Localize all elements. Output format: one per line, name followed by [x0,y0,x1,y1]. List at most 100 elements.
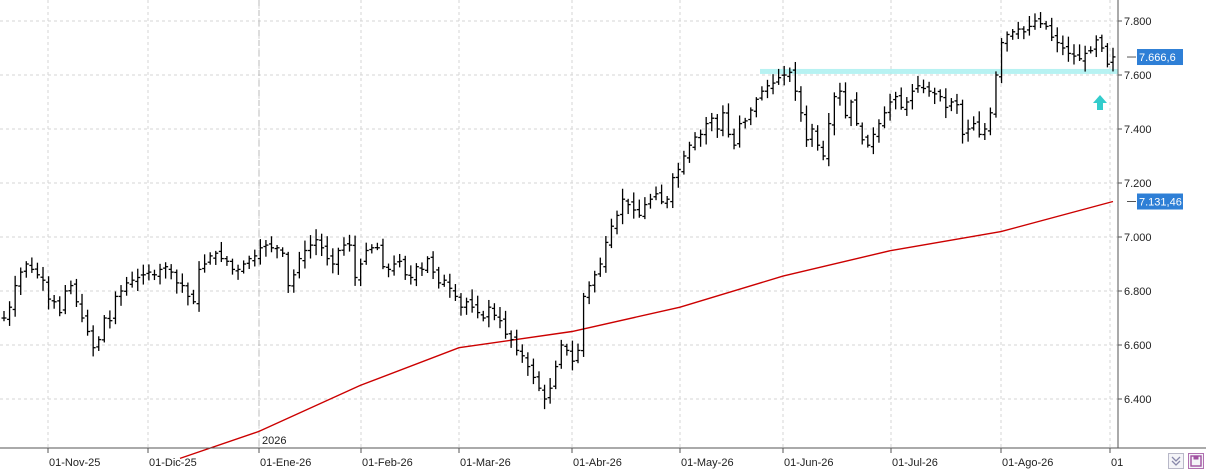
ohlc-bar [274,244,280,259]
x-tick-label: 01-Ago-26 [1002,457,1053,469]
ohlc-bar [107,310,113,329]
ohlc-bar [313,229,319,256]
ohlc-bar [954,93,960,114]
ohlc-bar [85,309,91,336]
x-tick-label: 01-Mar-26 [460,457,511,469]
ohlc-bar [631,192,637,219]
ohlc-bar [23,261,29,278]
ohlc-bar [1077,44,1083,62]
ohlc-bar [731,128,737,150]
ohlc-bar [486,299,492,328]
ohlc-bar [525,352,531,376]
ohlc-bar [1082,45,1088,72]
ohlc-bar [698,129,704,147]
ohlc-bar [904,97,910,116]
ohlc-bar [1088,46,1094,54]
ohlc-bar [542,384,548,410]
ohlc-bar [614,210,620,235]
ohlc-bar [224,256,230,266]
ohlc-bar [168,264,174,280]
ohlc-bar [285,251,291,293]
ohlc-bar [101,315,107,343]
y-tick-label: 7.800 [1124,16,1152,28]
ohlc-bar [241,260,247,274]
ohlc-bar [308,235,314,259]
resistance-zone [760,68,1118,74]
ohlc-bar [40,266,46,291]
ohlc-bar [965,119,971,142]
ohlc-bar [982,123,988,140]
y-tick-label: 7.600 [1124,70,1152,82]
y-tick-label: 6.800 [1124,286,1152,298]
ohlc-bar [413,263,419,287]
ohlc-bar [703,116,709,145]
ohlc-bar [647,193,653,209]
ohlc-bar [781,65,787,86]
ohlc-bar [976,111,982,138]
ohlc-bar [229,258,235,275]
year-label: 2026 [262,435,286,447]
ohlc-bar [458,293,464,316]
ohlc-bar [536,371,542,392]
save-icon[interactable] [1188,453,1204,469]
ohlc-bar [725,103,731,138]
ohlc-bar [163,262,169,279]
ohlc-bar [157,263,163,285]
ohlc-bar [330,248,336,274]
ohlc-bar [787,67,793,82]
ohlc-bar [1,310,7,322]
ohlc-bar [709,112,715,132]
ohlc-bar [960,99,966,144]
ohlc-bar [90,325,96,357]
ohlc-bar [943,88,949,119]
ohlc-bar [190,289,196,305]
ohlc-bar [324,236,330,266]
ohlc-bar [73,278,79,307]
ohlc-bar [129,271,135,288]
ohlc-bar [681,150,687,175]
ohlc-bar [112,291,118,325]
y-tick-label: 6.400 [1124,394,1152,406]
ohlc-bar [893,91,899,110]
ohlc-bar [380,238,386,270]
ohlc-bar [397,253,403,268]
ohlc-bar [999,38,1005,84]
ohlc-bar [837,82,843,106]
up-arrow-icon [1093,95,1107,110]
ohlc-bar [1099,34,1105,52]
ohlc-bar [553,360,559,390]
y-tick-label: 6.600 [1124,340,1152,352]
ohlc-bar [748,107,754,126]
ohlc-bar [653,186,659,201]
value-badges: 7.666,6 7.131,46 [1127,49,1183,210]
ohlc-bar [179,273,185,293]
ohlc-bar [425,256,431,273]
ohlc-bar [803,105,809,147]
ohlc-bar [508,330,514,348]
ohlc-bar [369,244,375,254]
ohlc-bar [441,274,447,287]
ohlc-bar [792,61,798,101]
ohlc-bar [263,240,269,257]
ohlc-bar [820,140,826,161]
ohlc-bar [530,358,536,385]
ohlc-bar [915,75,921,93]
ohlc-bar [302,240,308,269]
ohlc-bar [358,258,364,287]
ohlc-bar [737,115,743,148]
chevron-glyph [1171,456,1181,466]
ohlc-bar [34,262,40,279]
ohlc-bar [1060,35,1066,56]
ma-value-badge [1137,193,1183,210]
ohlc-bar [971,116,977,131]
ohlc-bar [921,79,927,94]
ohlc-bar [464,297,470,315]
ohlc-bar [909,84,915,110]
ohlc-bar [280,247,286,257]
ohlc-bar [876,119,882,143]
ohlc-bar [831,92,837,136]
ohlc-bar [503,310,509,339]
double-chevron-down-icon[interactable] [1168,453,1184,469]
x-tick-label: 01-Jul-26 [892,457,938,469]
moving-average-line [179,200,1114,460]
